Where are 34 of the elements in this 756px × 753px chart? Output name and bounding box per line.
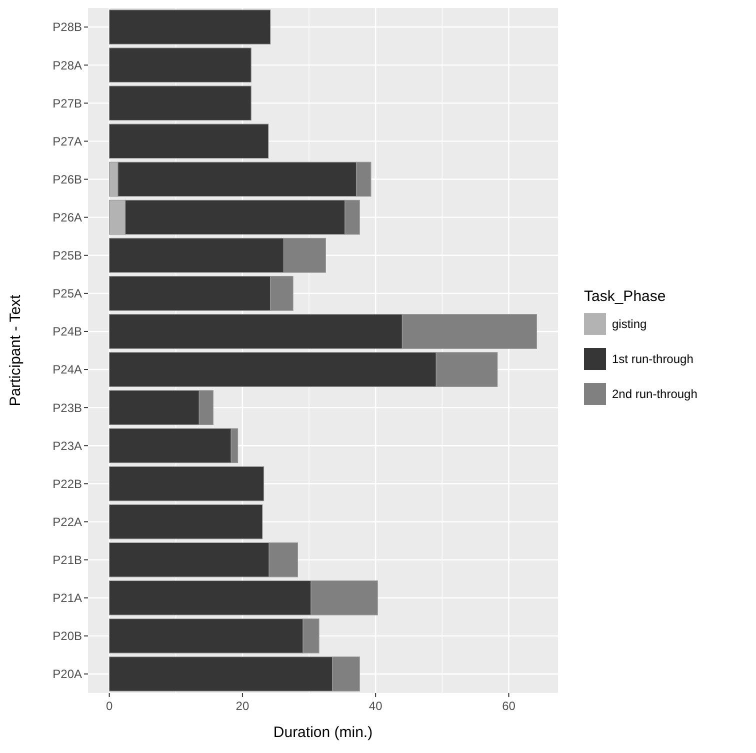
legend-label: gisting [612,317,647,332]
bar [109,86,252,121]
legend-title: Task_Phase [584,288,666,305]
y-tick-label: P21A [52,591,82,606]
y-tick-label: P25B [52,248,82,263]
y-tick-label: P26A [52,210,82,225]
bar [109,124,269,159]
y-tick-label: P23A [52,438,82,453]
y-tick-label: P24B [52,324,82,339]
x-axis-title: Duration (min.) [273,724,373,741]
y-tick-label: P20A [52,667,82,682]
y-tick-label: P27B [52,96,82,110]
bar [109,504,263,540]
x-tick-label: 0 [106,699,113,713]
y-tick-label: P23B [52,400,82,415]
y-tick-label: P28A [52,58,82,72]
x-tick-label: 40 [368,699,383,713]
legend-label: 2nd run-through [612,387,698,402]
x-tick-label: 20 [236,699,250,713]
bar [109,48,252,83]
y-tick-label: P27A [52,134,82,148]
y-tick-label: P24A [52,362,82,377]
y-tick-label: P25A [52,286,82,301]
y-tick-label: P20B [52,629,82,644]
y-tick-label: P21B [52,553,82,568]
legend-label: 1st run-through [612,352,694,366]
y-axis-title: Participant - Text [7,294,24,406]
y-tick-label: P26B [52,172,82,186]
bar [109,466,264,502]
y-tick-label: P28B [52,20,82,34]
x-tick-label: 60 [502,699,516,713]
y-tick-label: P22B [52,476,82,491]
y-tick-label: P22A [52,514,82,529]
bar [109,10,271,44]
